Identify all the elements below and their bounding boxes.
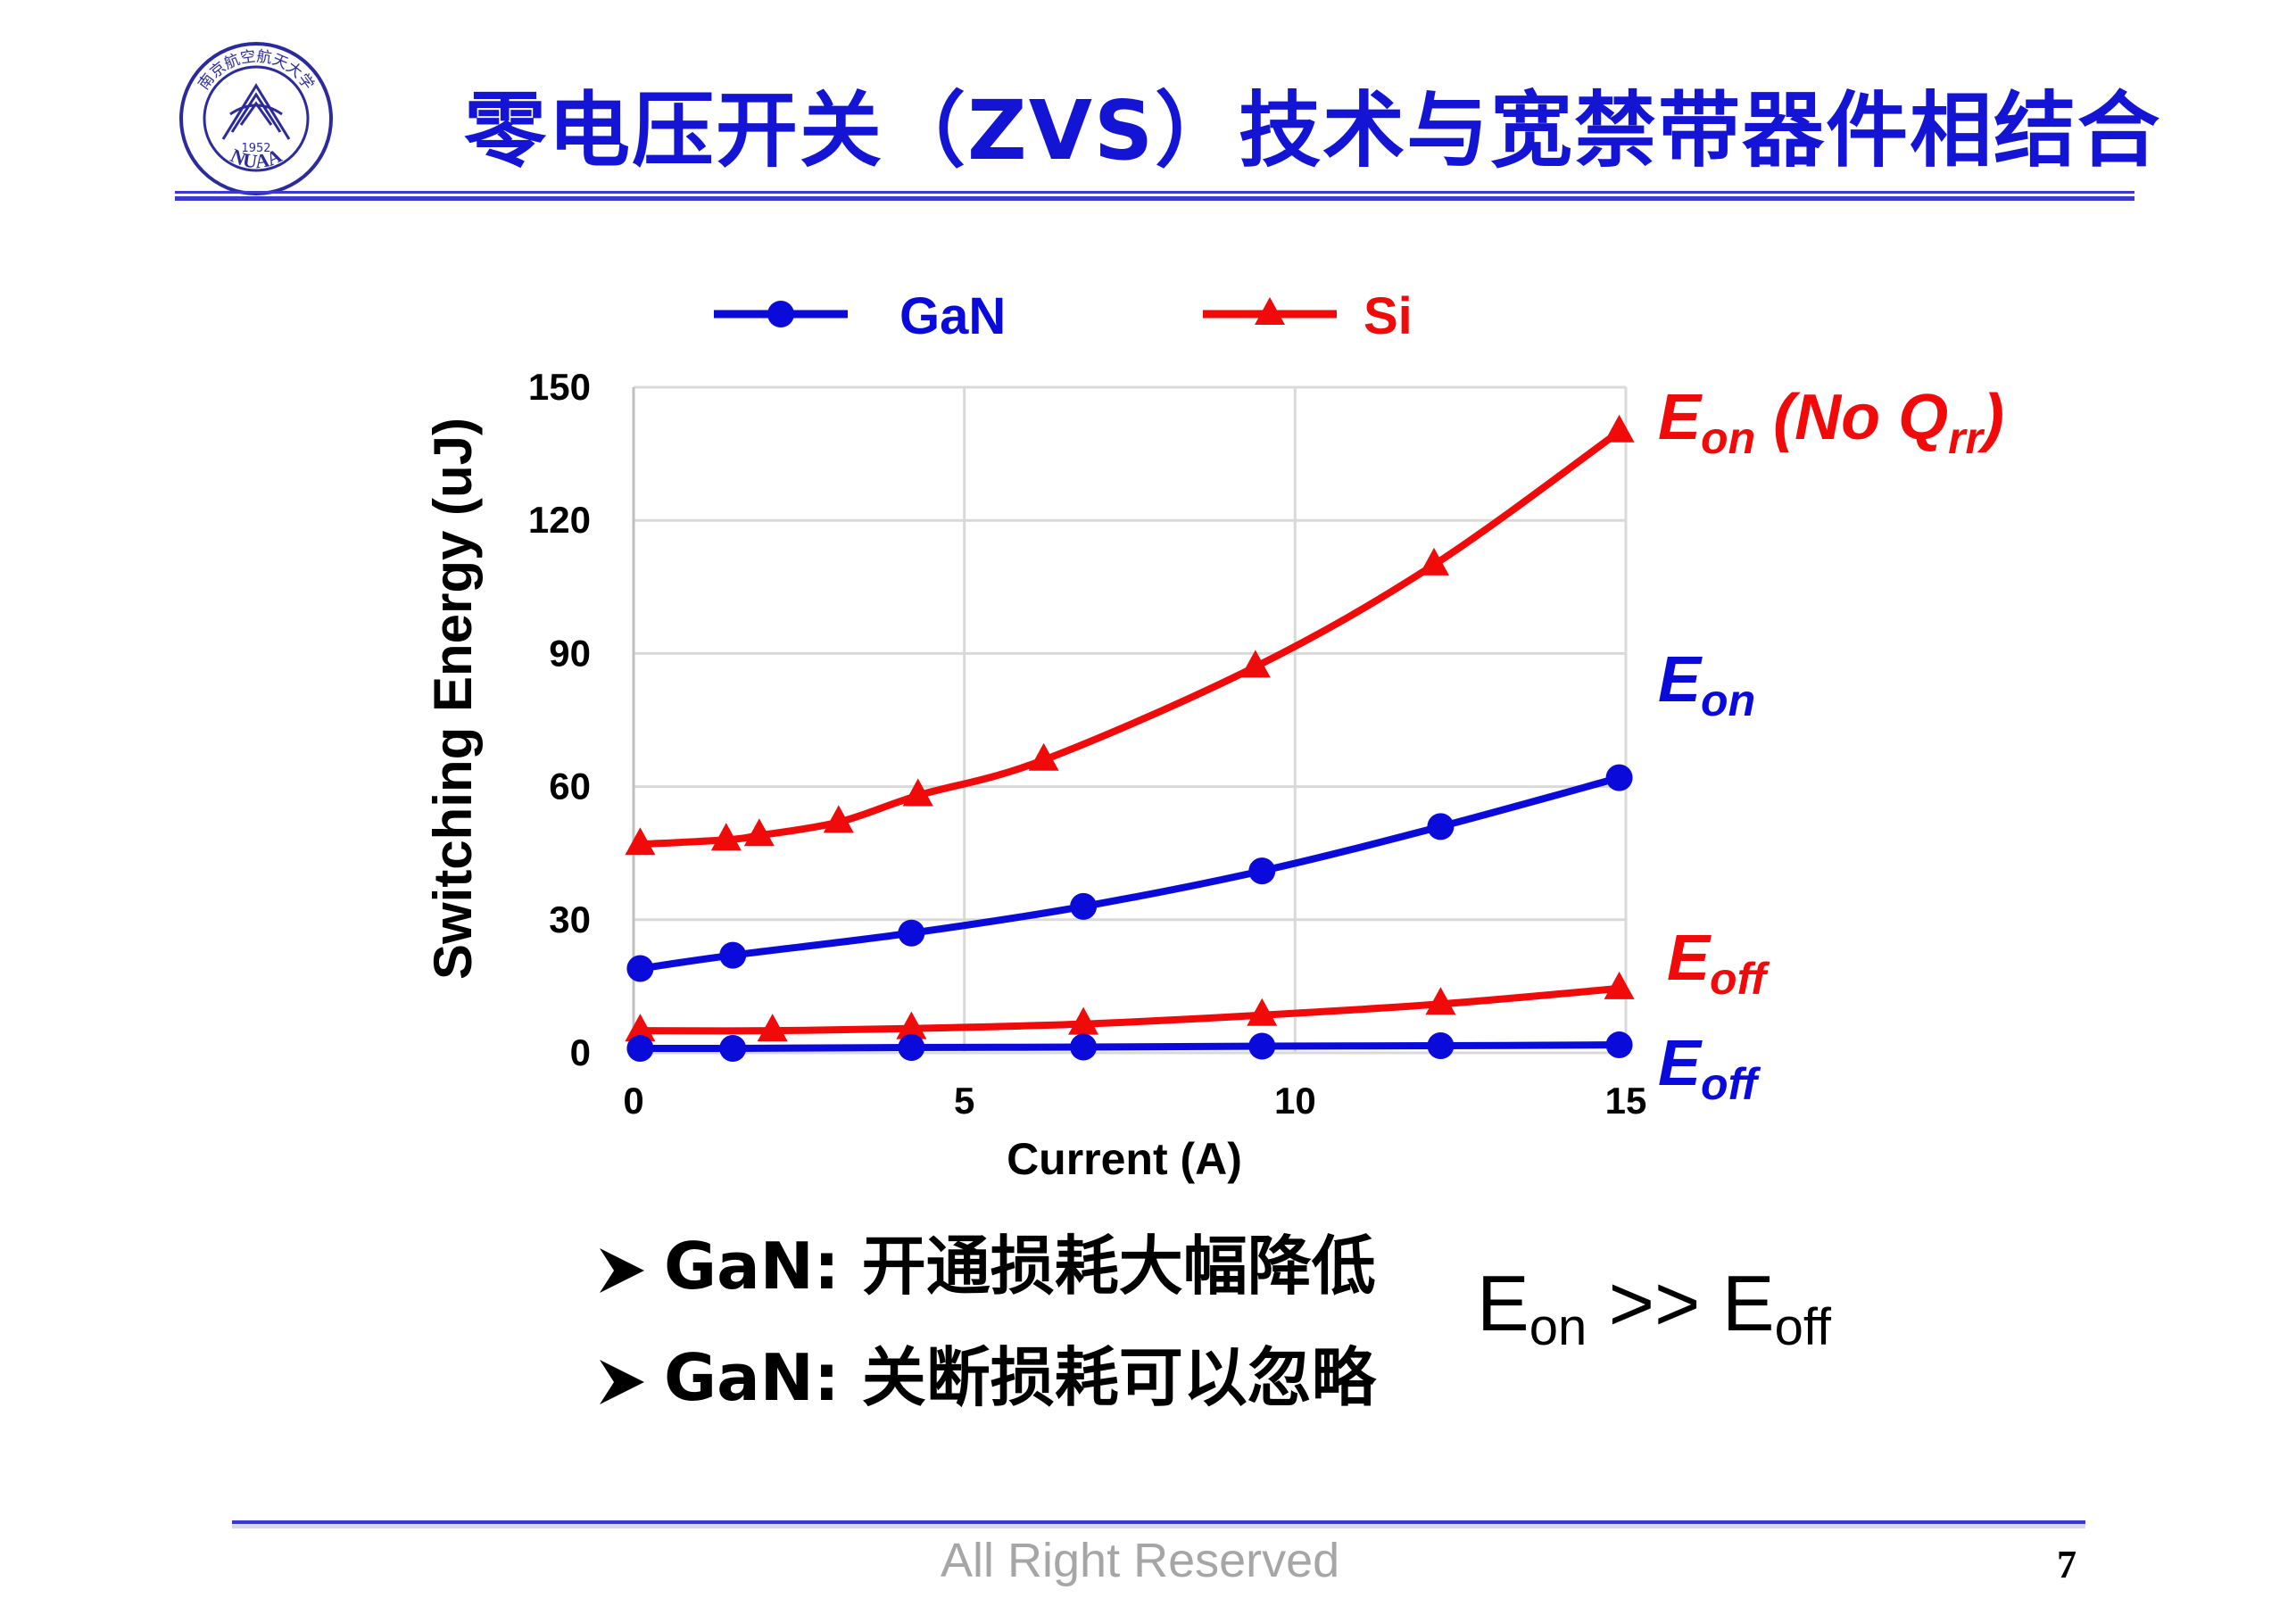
data-point-circle <box>1248 1032 1276 1060</box>
y-tick-label: 30 <box>549 898 591 940</box>
series-annotation: Eon <box>1658 644 1755 725</box>
series-line <box>636 427 1623 849</box>
data-point-circle <box>1605 1031 1633 1059</box>
data-point-circle <box>626 955 654 982</box>
footer-divider <box>232 1520 2085 1528</box>
data-point-circle <box>719 1035 747 1063</box>
data-point-triangle <box>1247 998 1278 1026</box>
arrow-bullet-icon <box>600 1248 644 1294</box>
data-point-circle <box>1427 813 1455 840</box>
y-tick-label: 120 <box>528 499 591 541</box>
data-point-circle <box>1605 764 1633 791</box>
series-annotation: Eoff <box>1667 923 1770 1004</box>
data-point-circle <box>1070 1033 1098 1061</box>
data-point-circle <box>719 941 747 969</box>
data-point-triangle <box>757 1014 788 1042</box>
data-point-triangle <box>625 827 656 856</box>
data-point-triangle <box>625 1014 656 1042</box>
data-point-triangle <box>743 818 775 847</box>
title-divider <box>175 191 2134 201</box>
y-tick-label: 60 <box>549 766 591 807</box>
bullet-text: GaN: 关断损耗可以忽略 <box>664 1340 1376 1415</box>
page-number: 7 <box>2057 1543 2076 1586</box>
data-point-triangle <box>1425 987 1456 1015</box>
data-point-circle <box>898 919 925 947</box>
arrow-bullet-icon <box>600 1360 644 1405</box>
data-point-circle <box>1070 892 1098 920</box>
data-point-triangle <box>823 805 854 833</box>
data-point-triangle <box>1604 971 1635 999</box>
legend-marker-triangle <box>1255 297 1285 325</box>
data-point-triangle <box>896 1011 927 1039</box>
bullet-item: GaN: 关断损耗可以忽略 <box>596 1325 1376 1419</box>
data-point-triangle <box>710 823 742 851</box>
y-tick-label: 150 <box>528 366 591 408</box>
y-tick-label: 0 <box>570 1031 591 1073</box>
data-point-triangle <box>1604 414 1635 443</box>
data-point-circle <box>1427 1032 1455 1060</box>
university-logo: 南京航空航天大学 NUAA 1952 <box>179 42 333 195</box>
series-line <box>636 774 1623 973</box>
y-tick-label: 90 <box>549 632 591 674</box>
bullet-item: GaN: 开通损耗大幅降低 <box>596 1213 1376 1307</box>
series-annotation: Eoff <box>1658 1028 1761 1109</box>
bullet-text: GaN: 开通损耗大幅降低 <box>664 1229 1376 1304</box>
legend-marker-circle <box>767 301 794 327</box>
y-axis-label: Switching Energy (uJ) <box>423 418 483 980</box>
series-line <box>636 984 1623 1035</box>
x-tick-label: 15 <box>1605 1080 1647 1122</box>
legend-label: Si <box>1364 287 1413 345</box>
series-annotation: Eon (No Qrr) <box>1658 382 2004 463</box>
legend-label: GaN <box>899 287 1006 345</box>
x-tick-label: 10 <box>1274 1080 1316 1122</box>
data-point-circle <box>898 1034 925 1062</box>
data-point-triangle <box>902 778 933 807</box>
logo-year: 1952 <box>241 142 270 155</box>
data-point-triangle <box>1239 650 1271 678</box>
footer-text: All Right Reserved <box>941 1534 1340 1587</box>
data-point-circle <box>626 1035 654 1063</box>
data-point-triangle <box>1028 742 1059 771</box>
series-line <box>636 1041 1623 1053</box>
data-point-triangle <box>1419 547 1450 576</box>
slide-title: 零电压开关（ZVS）技术与宽禁带器件相结合 <box>464 83 2162 178</box>
x-tick-label: 0 <box>623 1080 643 1122</box>
data-point-triangle <box>1068 1006 1099 1035</box>
x-tick-label: 5 <box>954 1080 974 1122</box>
x-axis-label: Current (A) <box>1007 1134 1242 1184</box>
energy-relation: Eon >> Eoff <box>1477 1259 1832 1356</box>
data-point-circle <box>1248 857 1276 885</box>
